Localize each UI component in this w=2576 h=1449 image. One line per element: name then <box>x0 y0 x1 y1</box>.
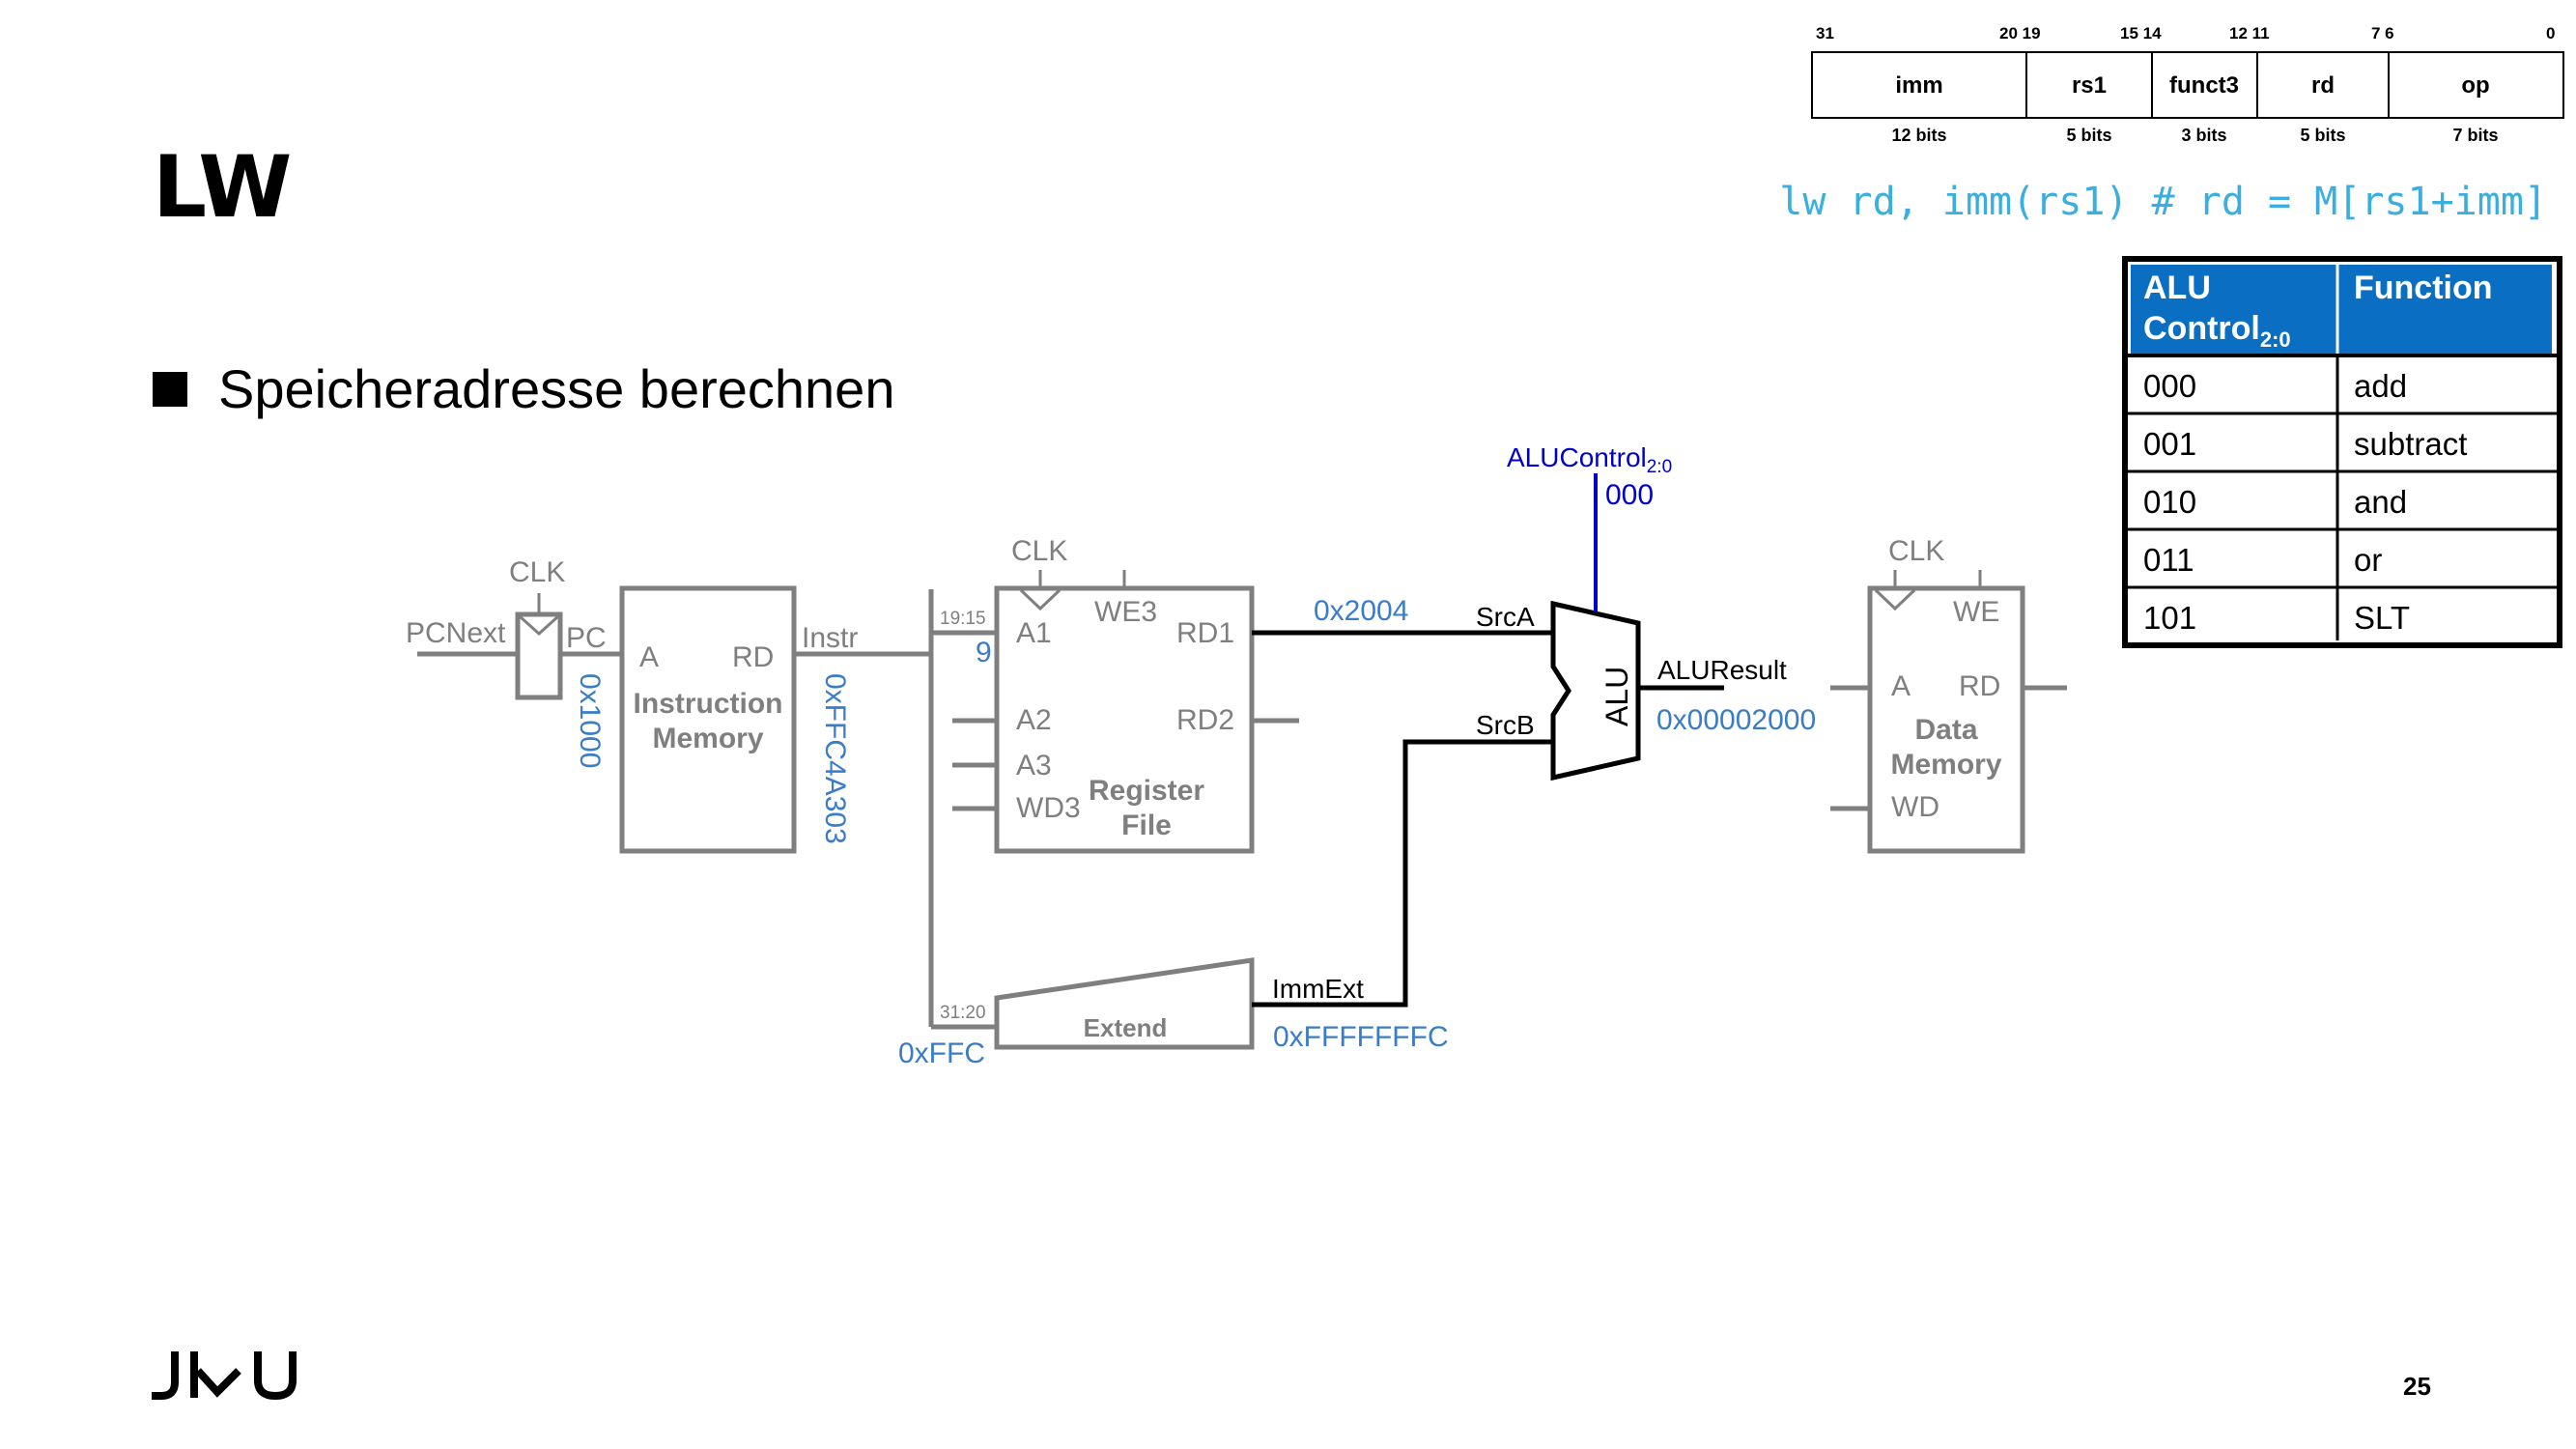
field-rd: rd <box>2311 72 2335 99</box>
datapath-diagram: CLK PCNext PC A RD Instr CLK WE3 A1 RD1 … <box>406 442 2067 1069</box>
rf-clk-label: CLK <box>1011 535 1067 567</box>
dm-clk-label: CLK <box>1888 535 1944 567</box>
header-function: Function <box>2354 270 2493 306</box>
field-size: 5 bits <box>2300 126 2345 145</box>
rf-a1: A1 <box>1016 617 1052 649</box>
immext-value: 0xFFFFFFFC <box>1273 1021 1449 1053</box>
alu <box>1550 600 1641 781</box>
extend-label: Extend <box>1084 1013 1168 1042</box>
aluresult-value: 0x00002000 <box>1656 704 1816 736</box>
alu-function: or <box>2354 542 2382 578</box>
pc-register <box>515 611 563 700</box>
rs1-value: 9 <box>976 637 992 668</box>
imem-title-1: Instruction <box>634 688 783 720</box>
instr-label: Instr <box>802 622 858 654</box>
dm-rd: RD <box>1959 670 2000 702</box>
imem-rd: RD <box>732 641 774 673</box>
alu-code: 011 <box>2143 542 2194 578</box>
field-funct3: funct3 <box>2169 72 2239 99</box>
bullet-text: Speicheradresse berechnen <box>218 358 895 419</box>
dm-a: A <box>1891 670 1911 702</box>
pc-clk-label: CLK <box>509 556 565 588</box>
instruction-memory <box>619 585 797 854</box>
imem-title-2: Memory <box>652 723 763 754</box>
alu-code: 000 <box>2143 368 2196 404</box>
alu-function: add <box>2354 368 2407 404</box>
rf-a3: A3 <box>1016 750 1052 781</box>
bit-label: 7 6 <box>2371 24 2394 43</box>
dm-title-2: Memory <box>1890 749 2001 781</box>
alu-code: 101 <box>2143 600 2196 636</box>
immext-label: ImmExt <box>1272 974 1364 1004</box>
imem-a: A <box>639 641 659 673</box>
srcb-label: SrcB <box>1476 710 1535 740</box>
rf-rd1: RD1 <box>1176 617 1234 649</box>
imm-value: 0xFFC <box>898 1037 985 1069</box>
data-memory <box>1867 585 2025 854</box>
field-size: 7 bits <box>2452 126 2498 145</box>
rf-a2: A2 <box>1016 704 1052 736</box>
bit-label: 0 <box>2546 24 2555 43</box>
page-number: 25 <box>2403 1372 2431 1401</box>
alu-code: 010 <box>2143 484 2196 520</box>
rf-title-2: File <box>1121 810 1172 841</box>
field-op: op <box>2461 72 2489 99</box>
bit-label: 31 <box>1816 24 1834 43</box>
bit-label: 20 19 <box>1999 24 2041 43</box>
bit-label: 15 14 <box>2120 24 2162 43</box>
jku-logo <box>152 1351 297 1401</box>
encoding-box <box>1811 51 2564 119</box>
field-size: 5 bits <box>2066 126 2111 145</box>
aluresult-label: ALUResult <box>1657 655 1787 685</box>
instruction-encoding: 31 20 19 15 14 12 11 7 6 0 imm rs1 funct… <box>1811 24 2564 145</box>
rf-rd2: RD2 <box>1176 704 1234 736</box>
alucontrol-value: 000 <box>1605 479 1654 511</box>
bits-31-20: 31:20 <box>940 1003 986 1023</box>
rd1-value: 0x2004 <box>1314 595 1408 627</box>
bit-label: 12 11 <box>2229 24 2270 43</box>
alu-function: subtract <box>2354 426 2467 462</box>
field-size: 3 bits <box>2181 126 2226 145</box>
rf-we3: WE3 <box>1094 596 1157 628</box>
alu-function: SLT <box>2354 600 2410 636</box>
extend-unit <box>994 957 1255 1050</box>
field-size: 12 bits <box>1891 126 1946 145</box>
rf-wd3: WD3 <box>1016 792 1081 824</box>
field-rs1: rs1 <box>2072 72 2107 99</box>
slide-title: LW <box>153 137 292 237</box>
instr-value: 0xFFC4A303 <box>819 673 851 844</box>
field-imm: imm <box>1895 72 1942 99</box>
header-control: Control2:0 <box>2143 310 2291 352</box>
alu-function: and <box>2354 484 2407 520</box>
pc-value: 0x1000 <box>574 673 606 768</box>
bullet-item: Speicheradresse berechnen <box>153 357 894 420</box>
dm-title-1: Data <box>1914 714 1977 746</box>
table-header <box>2131 265 2552 354</box>
pc-label: PC <box>566 622 607 654</box>
assembly-syntax: lw rd, imm(rs1) # rd = M[rs1+imm] <box>1779 180 2547 224</box>
header-alu: ALU <box>2143 270 2211 306</box>
alu-label: ALU <box>1599 667 1634 726</box>
pcnext-label: PCNext <box>406 617 506 649</box>
rf-title-1: Register <box>1089 775 1204 807</box>
bits-19-15: 19:15 <box>940 609 986 629</box>
alu-control-table: ALU Control2:0 Function 000 add 001 subt… <box>2122 256 2562 648</box>
srca-label: SrcA <box>1476 602 1535 632</box>
alu-code: 001 <box>2143 426 2196 462</box>
dm-we: WE <box>1953 596 1999 628</box>
alucontrol-label: ALUControl2:0 <box>1507 442 1672 477</box>
bullet-square-icon <box>153 371 187 407</box>
dm-wd: WD <box>1891 791 1939 823</box>
